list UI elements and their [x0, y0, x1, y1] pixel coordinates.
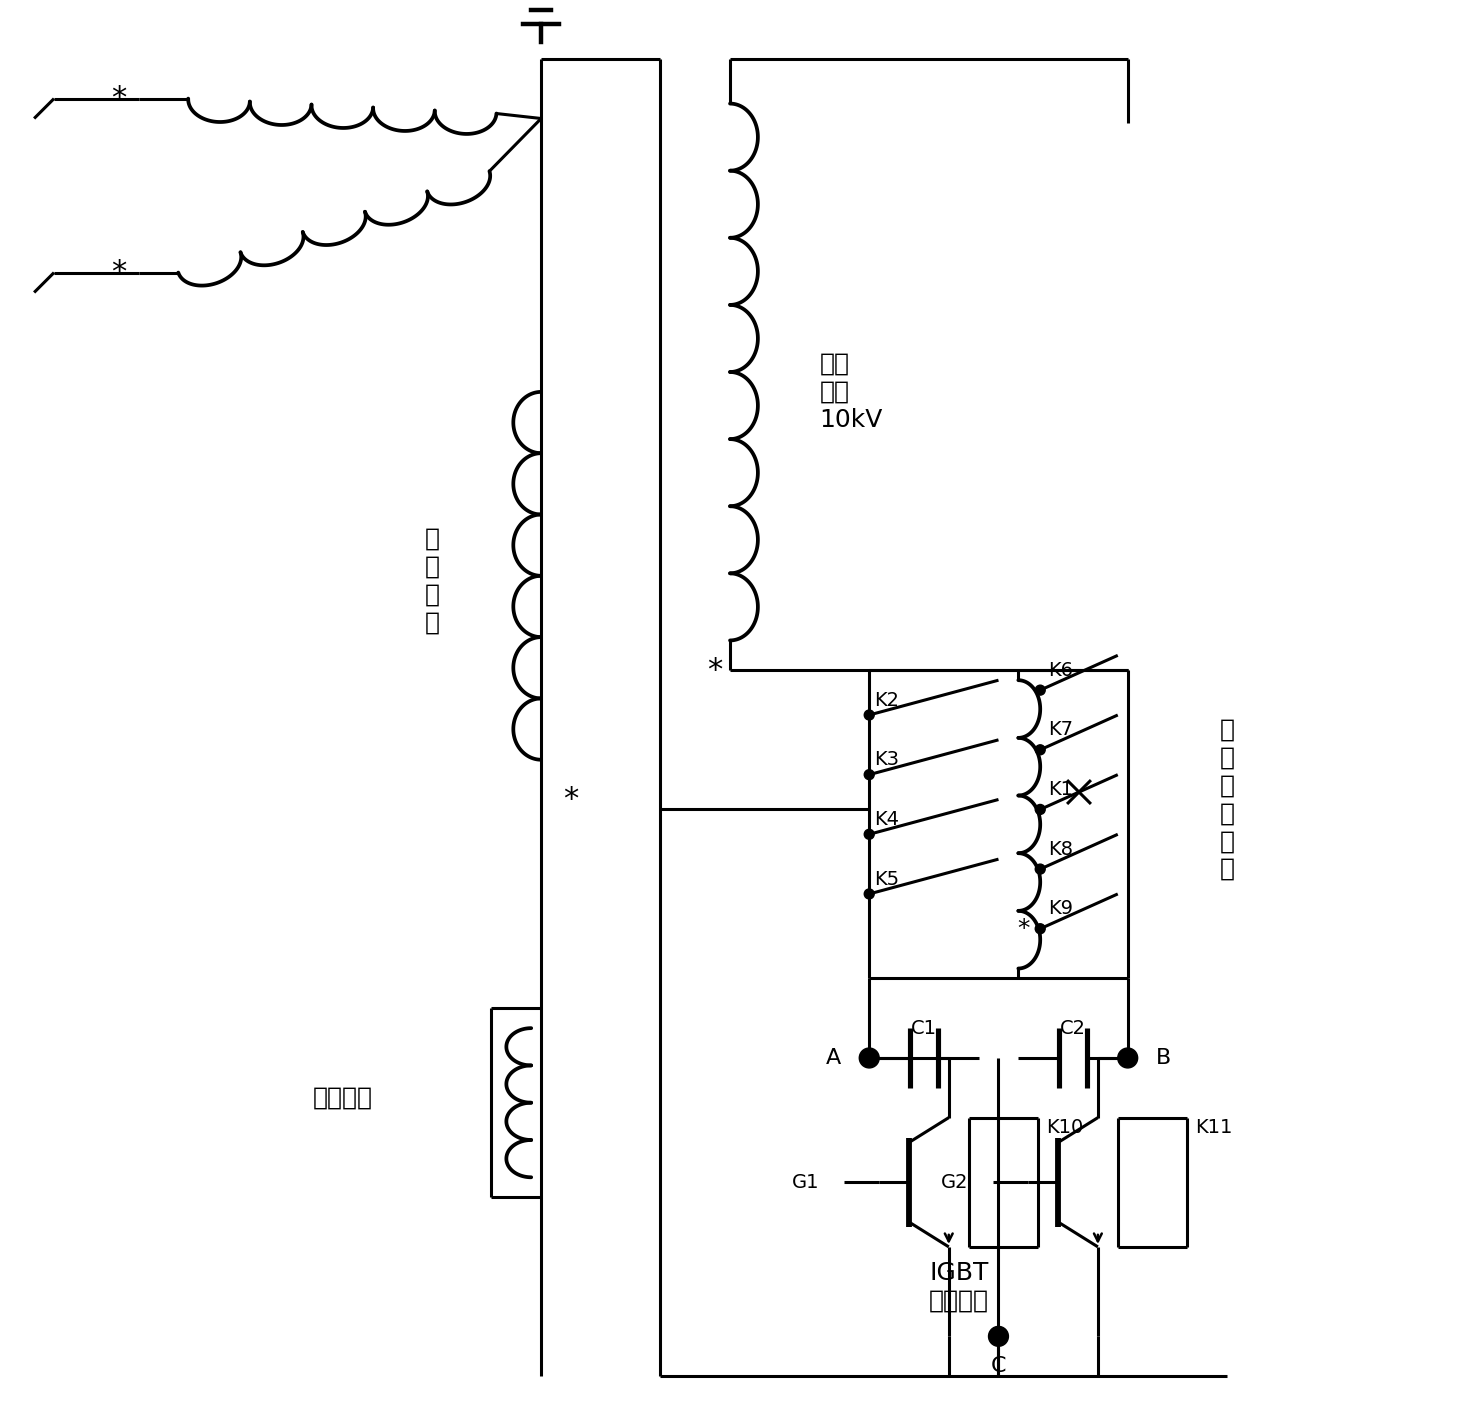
Text: *: * — [708, 655, 723, 685]
Circle shape — [1118, 1048, 1137, 1068]
Circle shape — [864, 890, 875, 898]
Text: *: * — [1018, 917, 1030, 941]
Text: K11: K11 — [1195, 1118, 1233, 1137]
Circle shape — [1035, 685, 1046, 695]
Circle shape — [1035, 745, 1046, 755]
Text: K3: K3 — [875, 750, 900, 770]
Text: 高压
绕组
10kV: 高压 绕组 10kV — [820, 353, 884, 431]
Text: 可
调
绕
组
组
件: 可 调 绕 组 组 件 — [1220, 718, 1235, 881]
Text: K4: K4 — [875, 810, 900, 828]
Circle shape — [988, 1327, 1009, 1347]
Text: K7: K7 — [1049, 720, 1074, 740]
Circle shape — [864, 710, 875, 720]
Text: IGBT
切换机构: IGBT 切换机构 — [929, 1261, 988, 1312]
Text: K10: K10 — [1046, 1118, 1084, 1137]
Text: A: A — [826, 1048, 841, 1068]
Text: K6: K6 — [1049, 661, 1074, 680]
Text: K5: K5 — [875, 870, 900, 888]
Text: G2: G2 — [941, 1172, 969, 1192]
Text: K8: K8 — [1049, 840, 1074, 858]
Circle shape — [1035, 924, 1046, 934]
Circle shape — [864, 770, 875, 780]
Text: G1: G1 — [792, 1172, 820, 1192]
Text: *: * — [563, 785, 578, 814]
Circle shape — [864, 830, 875, 840]
Text: K1: K1 — [1049, 780, 1074, 800]
Text: K2: K2 — [875, 691, 900, 710]
Text: B: B — [1155, 1048, 1171, 1068]
Circle shape — [860, 1048, 879, 1068]
Text: *: * — [111, 258, 127, 287]
Text: C2: C2 — [1061, 1018, 1086, 1038]
Text: K9: K9 — [1049, 900, 1074, 918]
Text: 测量绕组: 测量绕组 — [313, 1085, 372, 1110]
Text: *: * — [111, 84, 127, 113]
Text: C: C — [991, 1357, 1006, 1377]
Text: 低
压
绕
组: 低 压 绕 组 — [425, 527, 440, 634]
Text: C1: C1 — [912, 1018, 937, 1038]
Circle shape — [1035, 804, 1046, 814]
Circle shape — [1035, 864, 1046, 874]
